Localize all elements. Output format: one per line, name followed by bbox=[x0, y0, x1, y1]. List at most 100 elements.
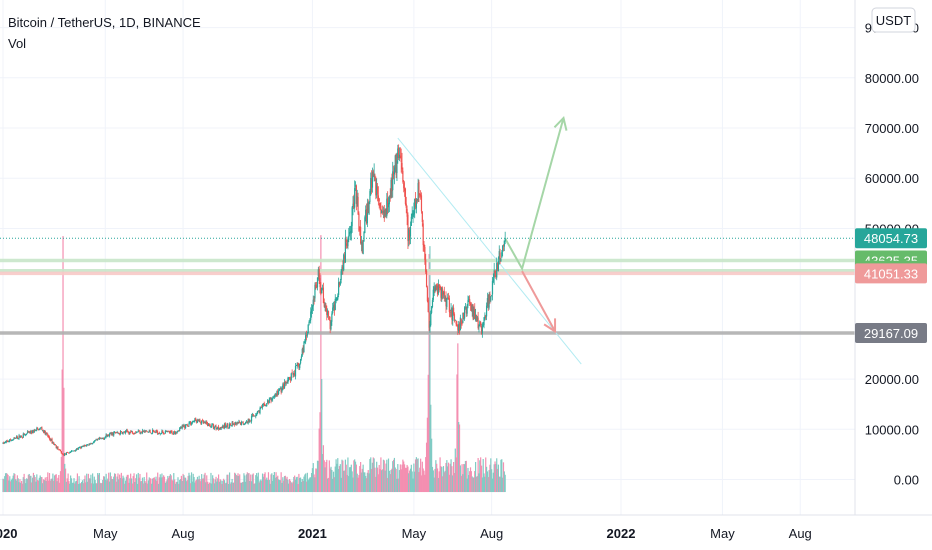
volume-bar bbox=[439, 457, 441, 493]
volume-bar bbox=[428, 254, 430, 493]
down-arrow-line bbox=[521, 270, 556, 332]
candle-body bbox=[53, 444, 56, 446]
candle-body bbox=[472, 304, 474, 319]
candle-body bbox=[423, 243, 425, 247]
candle-body bbox=[426, 287, 428, 302]
candle-body bbox=[403, 183, 405, 189]
volume-bar bbox=[228, 472, 231, 493]
candle-body bbox=[143, 430, 145, 432]
candle-body bbox=[400, 155, 402, 162]
volume-bar bbox=[288, 479, 291, 493]
volume-bar bbox=[141, 477, 144, 493]
volume-bar bbox=[206, 475, 208, 493]
candle-body bbox=[254, 415, 256, 417]
currency-button-label[interactable]: USDT bbox=[876, 13, 911, 28]
volume-bar bbox=[321, 454, 324, 493]
volume-bar bbox=[84, 475, 86, 493]
candle-body bbox=[163, 433, 165, 434]
volume-bar bbox=[330, 466, 332, 493]
candle-body bbox=[386, 198, 388, 217]
volume-bar bbox=[273, 472, 275, 493]
candle-body bbox=[273, 395, 275, 398]
volume-bar bbox=[20, 482, 22, 493]
currency-button-box[interactable] bbox=[871, 7, 916, 33]
price-tick-label: 0.00 bbox=[894, 472, 919, 487]
candle-body bbox=[471, 305, 473, 313]
candle-body bbox=[403, 188, 406, 192]
volume-bar bbox=[45, 480, 47, 493]
candle-body bbox=[251, 414, 253, 416]
volume-bar bbox=[46, 477, 48, 493]
candle-body bbox=[111, 432, 113, 435]
volume-bar bbox=[90, 474, 92, 493]
currency-button[interactable]: USDT bbox=[871, 7, 916, 33]
volume-indicator-label[interactable]: Vol bbox=[8, 36, 26, 51]
candle-body bbox=[278, 390, 280, 395]
candle-body bbox=[175, 432, 177, 433]
volume-bar bbox=[467, 467, 469, 493]
volume-bar bbox=[282, 477, 284, 493]
volume-bar bbox=[418, 472, 420, 493]
volume-bar bbox=[21, 483, 24, 493]
candle-body bbox=[197, 419, 199, 422]
volume-bar bbox=[503, 471, 505, 493]
candle-body bbox=[8, 441, 10, 442]
price-tick-label: 70000.00 bbox=[865, 121, 919, 136]
volume-bar bbox=[223, 478, 225, 493]
volume-bar bbox=[421, 461, 423, 493]
candle-body bbox=[141, 432, 143, 434]
volume-bar bbox=[95, 483, 97, 493]
price-tag: 41051.33 bbox=[855, 263, 927, 284]
price-tag: 29167.09 bbox=[855, 323, 927, 344]
volume-bar bbox=[132, 476, 134, 493]
candle-body bbox=[447, 297, 450, 300]
volume-bar bbox=[44, 477, 46, 493]
candle-body bbox=[470, 304, 472, 312]
volume-bar bbox=[150, 478, 152, 493]
volume-bar bbox=[156, 480, 158, 493]
volume-bar bbox=[194, 482, 196, 493]
candle-body bbox=[381, 211, 384, 213]
volume-bar bbox=[453, 462, 455, 493]
candle-body bbox=[128, 432, 130, 435]
candle-body bbox=[54, 444, 57, 446]
candle-body bbox=[245, 421, 247, 424]
volume-bar bbox=[496, 458, 498, 493]
volume-bar bbox=[344, 459, 346, 493]
candle-body bbox=[92, 442, 95, 444]
volume-bar bbox=[148, 477, 150, 493]
candle-body bbox=[429, 324, 431, 328]
candle-body bbox=[51, 438, 53, 443]
volume-bar bbox=[316, 460, 319, 493]
time-axis[interactable]: 2020 May Aug 2021 May Aug 2022 May Aug bbox=[0, 526, 812, 541]
candle-body bbox=[243, 423, 245, 425]
candle-body bbox=[86, 444, 89, 446]
candle-body bbox=[330, 321, 332, 330]
volume-bar bbox=[478, 473, 480, 493]
candle-body bbox=[474, 308, 476, 319]
volume-bar bbox=[114, 473, 117, 493]
candle-body bbox=[376, 186, 379, 195]
candle-body bbox=[475, 315, 478, 322]
volume-bar bbox=[492, 472, 494, 493]
volume-bar bbox=[179, 480, 181, 493]
volume-bar bbox=[302, 480, 304, 493]
candle-body bbox=[214, 426, 216, 427]
candle-body bbox=[465, 306, 467, 314]
volume-bar bbox=[24, 479, 26, 493]
candle-body bbox=[174, 432, 177, 435]
volume-bar bbox=[299, 477, 302, 493]
volume-bar bbox=[110, 476, 112, 493]
volume-bar bbox=[120, 472, 122, 493]
candle-body bbox=[74, 450, 76, 452]
symbol-title[interactable]: Bitcoin / TetherUS, 1D, BINANCE bbox=[8, 15, 201, 30]
candle-body bbox=[410, 216, 412, 226]
volume-bar bbox=[159, 474, 161, 493]
candle-body bbox=[26, 433, 28, 435]
candle-body bbox=[193, 420, 195, 422]
candle-body bbox=[284, 381, 286, 384]
volume-bar bbox=[236, 475, 238, 493]
volume-bar bbox=[216, 481, 218, 493]
candle-body bbox=[116, 431, 118, 433]
